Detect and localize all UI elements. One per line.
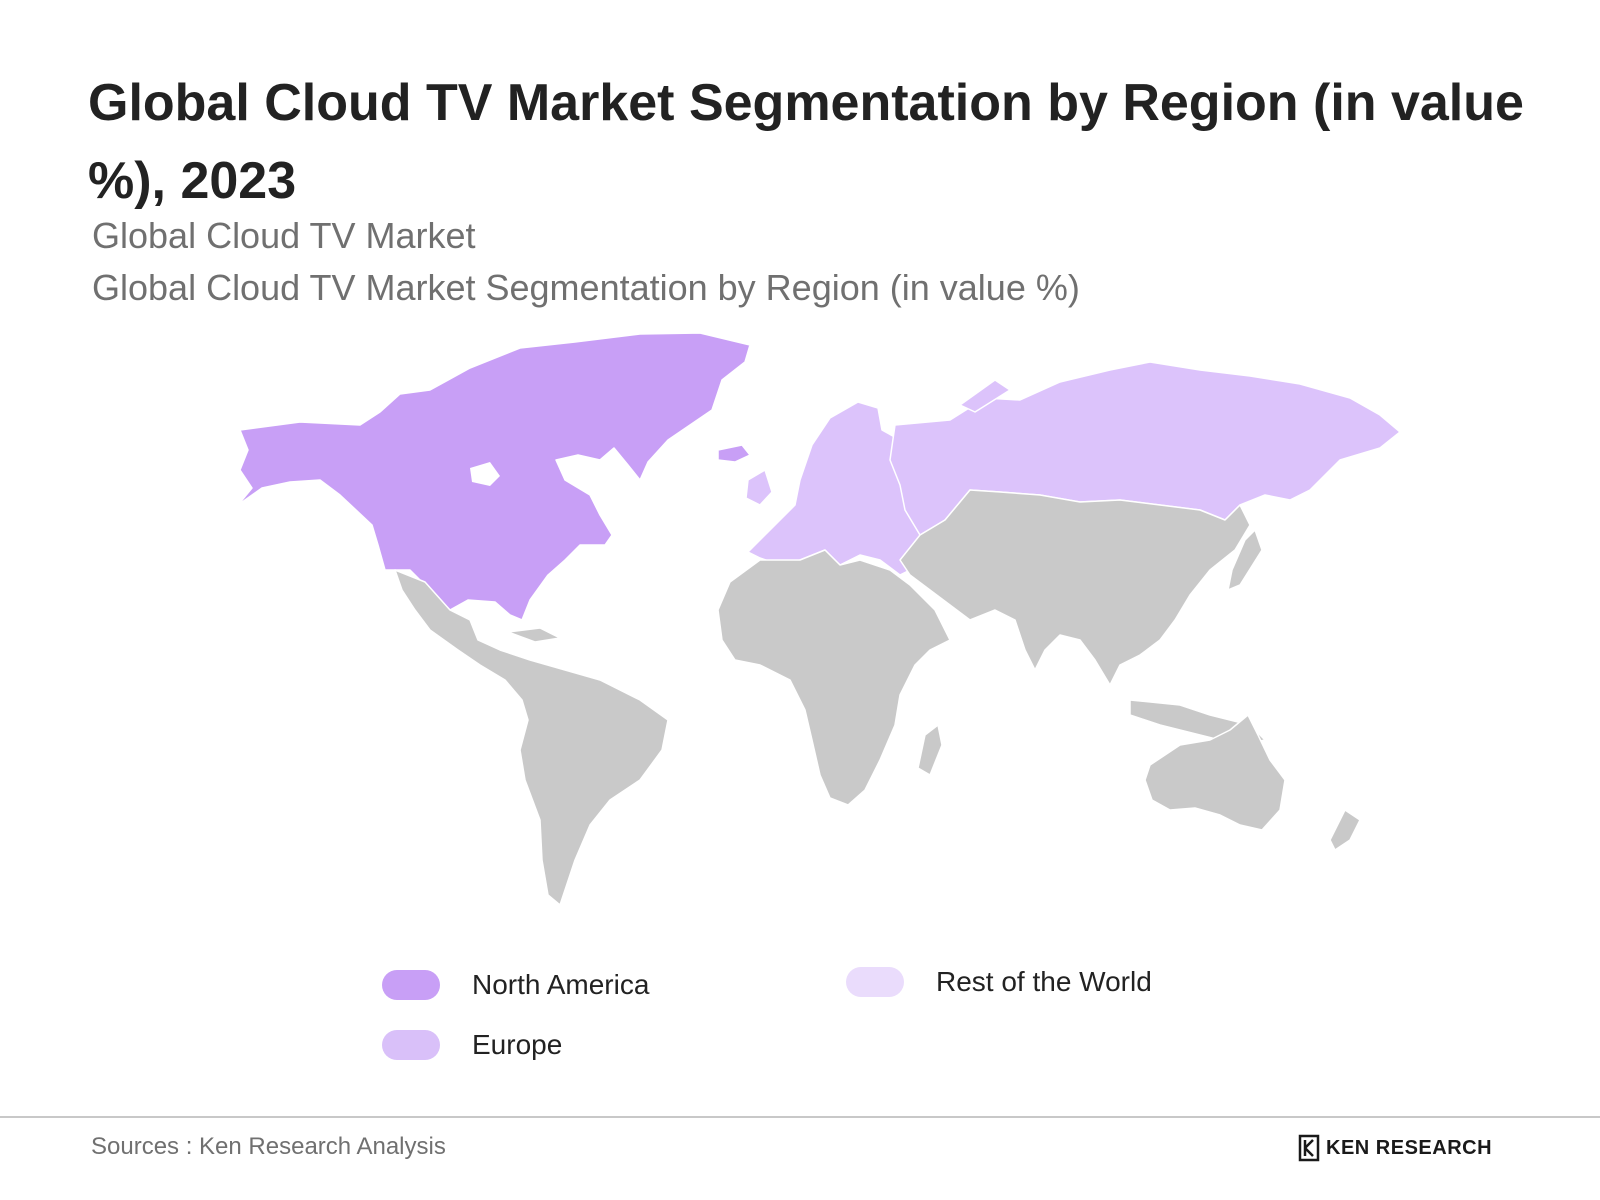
legend-label: North America bbox=[472, 969, 650, 1000]
legend-swatch bbox=[846, 967, 904, 997]
legend-item-rest-of-world: Rest of the World bbox=[846, 965, 1152, 999]
world-map-svg bbox=[237, 332, 1401, 906]
region-north-america bbox=[717, 444, 751, 463]
legend-item-europe: Europe bbox=[382, 1028, 562, 1062]
region-asia bbox=[899, 489, 1251, 686]
region-latin-america bbox=[394, 569, 669, 906]
legend: North America Europe Rest of the World bbox=[0, 940, 1600, 1080]
region-africa bbox=[717, 549, 951, 806]
region-caribbean bbox=[507, 627, 561, 643]
ken-research-logo-icon bbox=[1298, 1134, 1320, 1162]
brand: KEN RESEARCH bbox=[1298, 1134, 1492, 1162]
world-map bbox=[0, 320, 1600, 940]
region-russia-island bbox=[959, 379, 1011, 413]
region-new-zealand bbox=[1329, 809, 1361, 851]
subtitle-market: Global Cloud TV Market bbox=[92, 215, 476, 256]
region-madagascar bbox=[917, 724, 943, 776]
subtitle-segmentation: Global Cloud TV Market Segmentation by R… bbox=[92, 267, 1080, 308]
legend-item-north-america: North America bbox=[382, 968, 649, 1002]
footer-divider bbox=[0, 1116, 1600, 1118]
brand-name: KEN RESEARCH bbox=[1326, 1137, 1493, 1159]
region-uk bbox=[745, 469, 773, 506]
legend-label: Europe bbox=[472, 1029, 563, 1060]
region-australia bbox=[1144, 714, 1286, 831]
legend-label: Rest of the World bbox=[936, 966, 1152, 997]
region-north-america bbox=[470, 462, 500, 486]
page-title: Global Cloud TV Market Segmentation by R… bbox=[88, 74, 1524, 210]
source-note: Sources : Ken Research Analysis bbox=[91, 1133, 446, 1160]
region-japan bbox=[1227, 529, 1263, 591]
legend-swatch bbox=[382, 970, 440, 1000]
legend-swatch bbox=[382, 1030, 440, 1060]
